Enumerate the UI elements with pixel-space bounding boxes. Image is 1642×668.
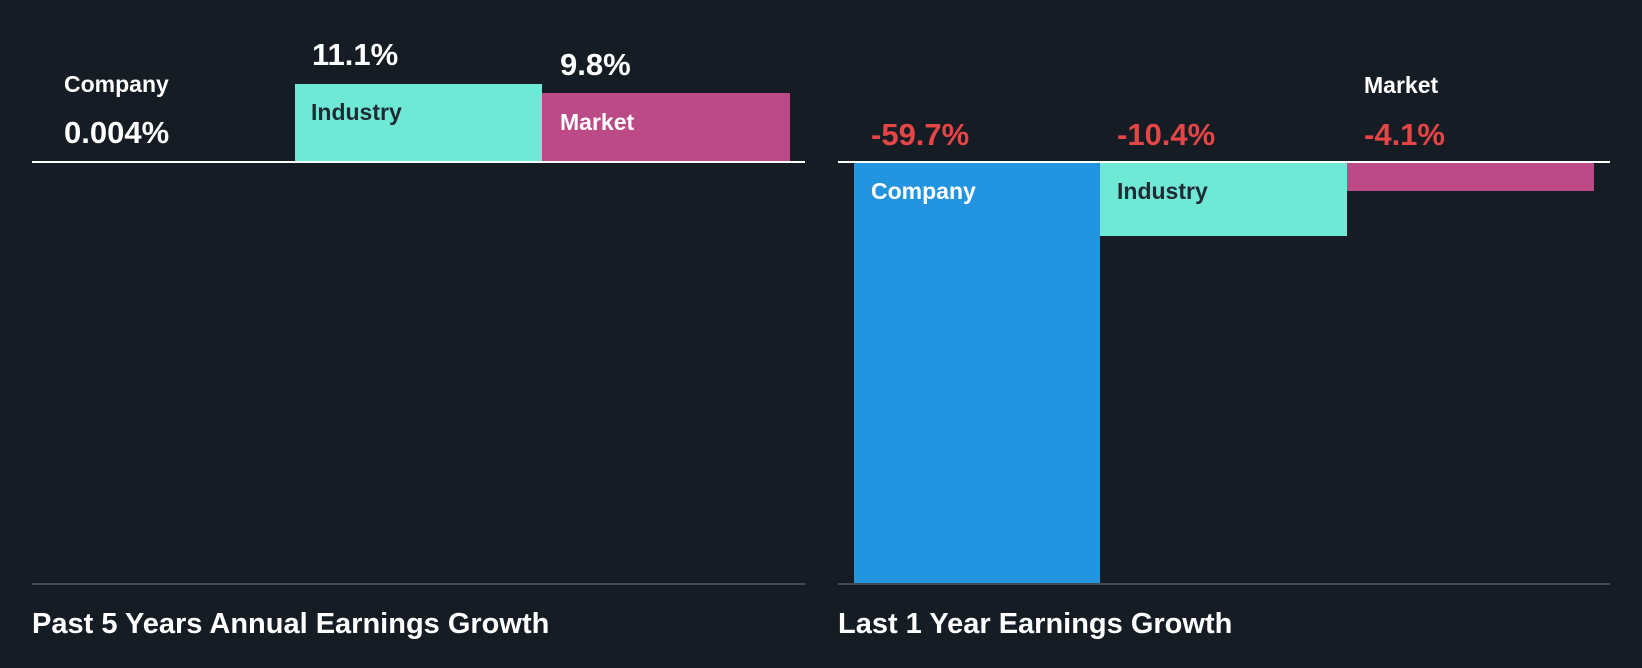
value-industry-1y: -10.4% bbox=[1117, 117, 1216, 152]
floor-line-1y bbox=[838, 583, 1610, 585]
label-industry-1y: Industry bbox=[1117, 178, 1208, 204]
chart-title-1y: Last 1 Year Earnings Growth bbox=[838, 608, 1233, 640]
label-company-1y: Company bbox=[871, 178, 976, 204]
label-market-5y: Market bbox=[560, 109, 635, 135]
zero-baseline-1y bbox=[838, 161, 1610, 163]
value-market-5y: 9.8% bbox=[560, 47, 631, 82]
bar-market-5y bbox=[542, 93, 790, 161]
value-company-5y: 0.004% bbox=[64, 115, 170, 150]
bar-company-1y bbox=[854, 163, 1100, 583]
value-market-1y: -4.1% bbox=[1364, 117, 1445, 152]
zero-baseline-5y bbox=[32, 161, 805, 163]
floor-line-5y bbox=[32, 583, 805, 585]
chart-title-5y: Past 5 Years Annual Earnings Growth bbox=[32, 608, 550, 640]
bar-industry-1y bbox=[1100, 163, 1347, 236]
label-industry-5y: Industry bbox=[311, 99, 402, 125]
label-market-1y: Market bbox=[1364, 72, 1439, 98]
bar-industry-5y bbox=[295, 84, 542, 161]
value-company-1y: -59.7% bbox=[871, 117, 970, 152]
label-company-5y: Company bbox=[64, 71, 169, 97]
bar-market-1y bbox=[1347, 163, 1594, 191]
value-industry-5y: 11.1% bbox=[312, 37, 399, 72]
